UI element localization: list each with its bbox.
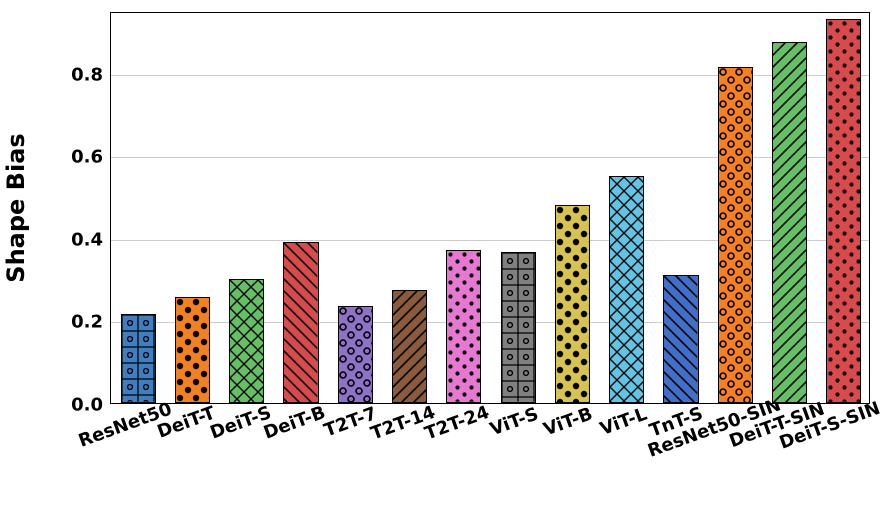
plot-area: 0.00.20.40.60.8ResNet50DeiT-TDeiT-SDeiT-… [110, 12, 870, 404]
bar [826, 19, 861, 403]
bar [229, 279, 264, 403]
shape-bias-bar-chart: Shape Bias 0.00.20.40.60.8ResNet50DeiT-T… [0, 0, 891, 508]
bar [663, 275, 698, 403]
xtick-label: DeiT-B [259, 396, 329, 443]
ytick-label: 0.4 [71, 229, 111, 250]
ytick-label: 0.0 [71, 395, 111, 416]
ytick-label: 0.6 [71, 147, 111, 168]
bar [338, 306, 373, 403]
xtick-label: ViT-B [539, 398, 596, 441]
xtick-label: ViT-L [595, 398, 650, 440]
bar [392, 290, 427, 403]
bar [121, 314, 156, 403]
gridline [111, 157, 869, 158]
bar [718, 67, 753, 403]
y-axis-label: Shape Bias [2, 133, 30, 282]
gridline [111, 322, 869, 323]
gridline [111, 75, 869, 76]
bar [283, 242, 318, 403]
bar [175, 297, 210, 403]
gridline [111, 240, 869, 241]
bar [609, 176, 644, 403]
bar [501, 252, 536, 403]
bar [446, 250, 481, 403]
bar [555, 205, 590, 403]
ytick-label: 0.2 [71, 312, 111, 333]
bar [772, 42, 807, 403]
ytick-label: 0.8 [71, 64, 111, 85]
xtick-label: ViT-S [485, 398, 541, 440]
